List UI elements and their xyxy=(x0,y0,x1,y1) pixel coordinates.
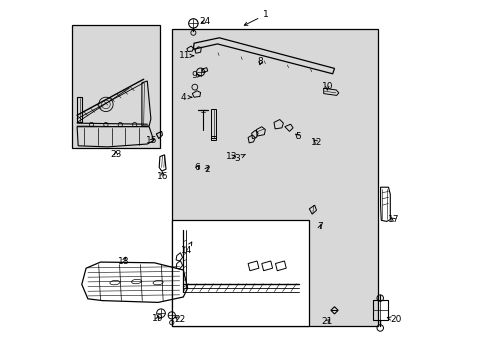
Bar xyxy=(172,220,309,326)
Text: 18: 18 xyxy=(118,256,129,265)
Text: 7: 7 xyxy=(317,222,322,231)
Bar xyxy=(72,25,160,148)
Text: 3: 3 xyxy=(234,154,245,163)
Text: 24: 24 xyxy=(199,17,210,26)
Text: 23: 23 xyxy=(110,150,122,159)
Text: 8: 8 xyxy=(257,57,263,66)
Text: 20: 20 xyxy=(386,315,401,324)
Bar xyxy=(372,300,387,320)
Text: 11: 11 xyxy=(179,51,193,60)
Text: 14: 14 xyxy=(181,242,192,255)
Text: 12: 12 xyxy=(310,138,322,147)
Bar xyxy=(211,136,215,140)
Text: 15: 15 xyxy=(146,136,158,145)
Text: 1: 1 xyxy=(244,10,268,25)
Text: 10: 10 xyxy=(321,82,332,91)
Text: 2: 2 xyxy=(203,165,209,174)
Text: 4: 4 xyxy=(180,93,191,102)
Text: 13: 13 xyxy=(225,152,237,161)
Text: 17: 17 xyxy=(387,215,399,224)
Text: 22: 22 xyxy=(174,315,185,324)
Text: 6: 6 xyxy=(194,163,200,172)
Text: 19: 19 xyxy=(151,314,163,323)
Text: 16: 16 xyxy=(156,172,168,181)
Text: 21: 21 xyxy=(321,317,332,326)
Bar xyxy=(211,109,215,138)
Text: 9: 9 xyxy=(191,71,200,80)
Text: 5: 5 xyxy=(295,132,301,141)
Bar xyxy=(172,29,377,326)
